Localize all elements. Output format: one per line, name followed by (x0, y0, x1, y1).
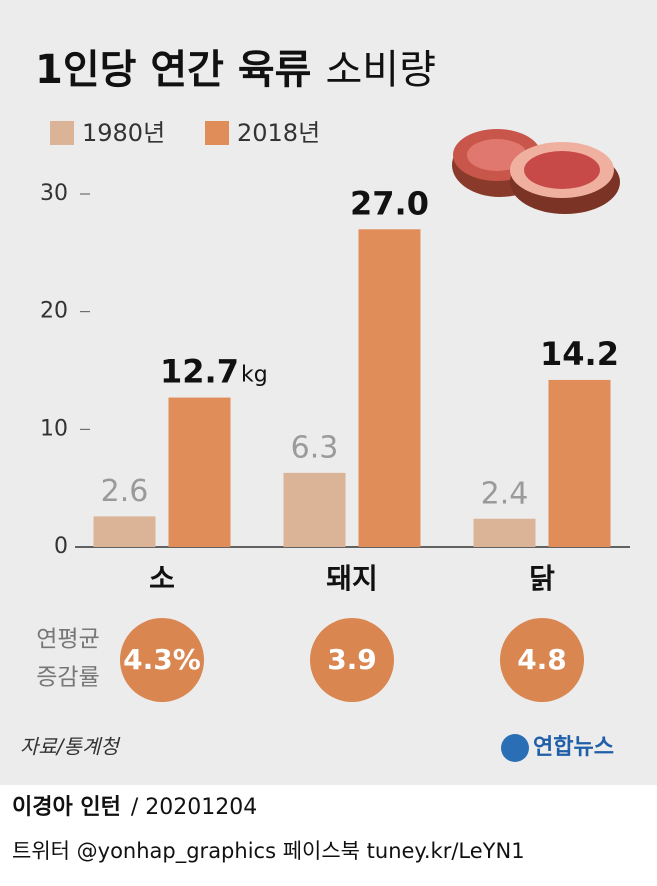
logo: 연합뉴스 (533, 734, 614, 760)
growth-title: 연평균 (36, 627, 99, 653)
bar (473, 518, 536, 547)
bar (168, 397, 231, 547)
growth-label: 4.3% (123, 643, 201, 676)
meat-illustration (452, 129, 620, 214)
y-tick-label: 0 (54, 534, 68, 559)
legend-label: 1980년 (82, 119, 165, 147)
y-tick-label: 20 (40, 299, 68, 324)
value-label: 6.3 (291, 430, 339, 465)
growth-label: 4.8 (517, 643, 567, 676)
date: / 20201204 (131, 795, 257, 820)
growth-circle (120, 618, 204, 702)
growth-circle (500, 618, 584, 702)
logo-icon (501, 734, 529, 762)
value-label: 2.6 (101, 474, 149, 509)
bar (358, 229, 421, 548)
growth-label: 3.9 (327, 643, 377, 676)
growth-circle (310, 618, 394, 702)
value-label: 12.7 (160, 353, 239, 391)
legend-label: 2018년 (237, 119, 320, 147)
source: 자료/통계청 (20, 735, 121, 759)
value-label: 2.4 (481, 476, 529, 511)
x-tick-label: 소 (149, 562, 175, 595)
footer-background (0, 785, 657, 882)
legend-swatch (50, 121, 74, 145)
social: 트위터 @yonhap_graphics 페이스북 tuney.kr/LeYN1 (12, 839, 525, 864)
y-tick-label: 30 (40, 181, 68, 206)
growth-title: 증감률 (36, 665, 99, 691)
chart-title: 1인당 연간 육류 (35, 47, 311, 93)
bar (548, 379, 611, 547)
value-label: 14.2 (540, 335, 619, 373)
value-label: 27.0 (350, 184, 429, 222)
value-unit: kg (241, 363, 268, 388)
x-tick-label: 돼지 (326, 562, 378, 595)
legend-swatch (205, 121, 229, 145)
bar (283, 472, 346, 547)
chart-title-suffix: 소비량 (325, 47, 435, 93)
author: 이경아 인턴 (12, 795, 121, 820)
bar (93, 516, 156, 547)
x-tick-label: 닭 (529, 562, 555, 595)
y-tick-label: 10 (40, 416, 68, 441)
